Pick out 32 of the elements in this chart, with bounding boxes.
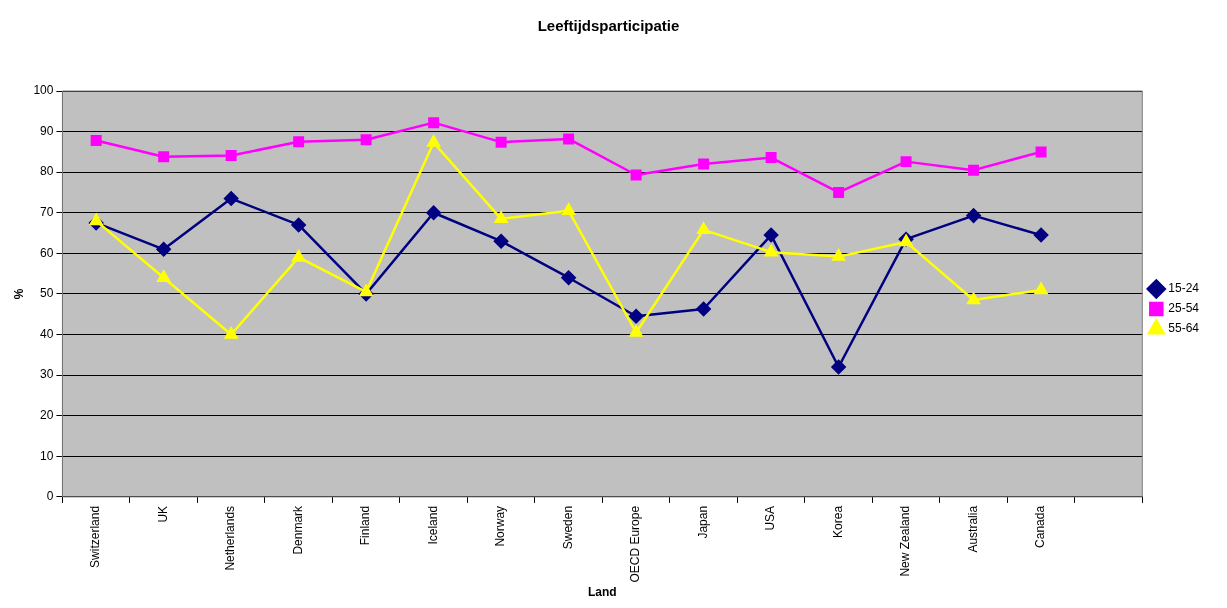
- y-tick-label: 60: [40, 245, 54, 260]
- x-tick-label: Japan: [695, 505, 710, 539]
- legend-label: 15-24: [1168, 281, 1200, 296]
- x-tick-label: New Zealand: [898, 505, 913, 577]
- x-tick-label: Netherlands: [223, 505, 238, 571]
- y-tick-label: 80: [40, 164, 54, 179]
- x-tick-label: Norway: [493, 505, 508, 547]
- legend-label: 55-64: [1168, 321, 1200, 336]
- y-tick-label: 100: [33, 83, 54, 98]
- chart-title: Leeftijdsparticipatie: [537, 17, 680, 35]
- x-tick-label: Finland: [358, 505, 373, 546]
- y-tick-label: 0: [46, 489, 54, 504]
- x-axis-title: Land: [588, 585, 617, 600]
- x-tick-label: UK: [155, 505, 170, 523]
- y-axis-title: %: [11, 288, 26, 300]
- y-tick-label: 30: [40, 367, 54, 382]
- y-tick-label: 50: [40, 286, 54, 301]
- x-tick-label: Denmark: [290, 504, 305, 555]
- y-tick-label: 70: [40, 205, 54, 220]
- legend-label: 25-54: [1168, 301, 1200, 316]
- x-tick-label: Switzerland: [88, 505, 103, 568]
- x-tick-label: OECD Europe: [628, 505, 643, 583]
- x-tick-label: Australia: [965, 505, 980, 553]
- x-tick-label: USA: [763, 505, 778, 531]
- x-tick-label: Canada: [1033, 505, 1048, 548]
- y-tick-label: 20: [40, 408, 54, 423]
- x-tick-label: Iceland: [425, 505, 440, 545]
- x-tick-label: Sweden: [560, 505, 575, 550]
- y-tick-label: 40: [40, 326, 54, 341]
- x-tick-label: Korea: [830, 505, 845, 538]
- y-tick-label: 10: [40, 448, 54, 463]
- y-tick-label: 90: [40, 123, 54, 138]
